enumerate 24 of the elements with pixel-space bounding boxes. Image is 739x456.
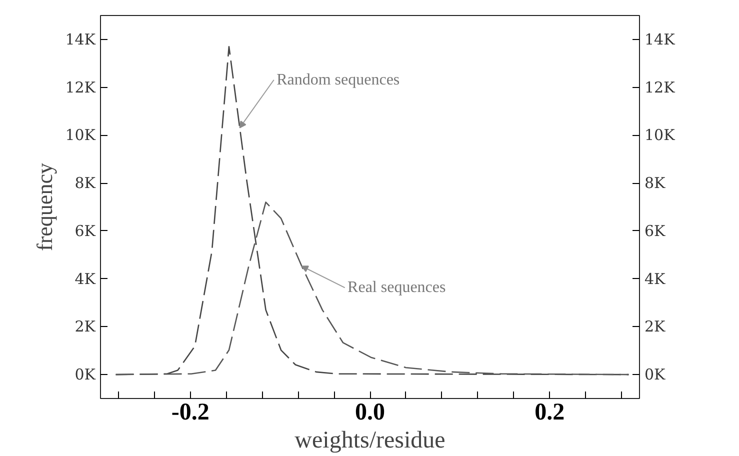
y2-tick-label: 6K xyxy=(644,222,666,240)
y2-tick-label: 8K xyxy=(644,174,666,192)
y-tick-label: 10K xyxy=(65,126,96,144)
y2-tick-label: 10K xyxy=(644,126,676,144)
y-tick-label: 4K xyxy=(74,270,96,288)
y2-tick-label: 14K xyxy=(644,30,676,48)
x-tick-label: 0.0 xyxy=(355,400,385,426)
y-axis-title: frequency xyxy=(32,163,58,251)
y2-tick-label: 4K xyxy=(644,270,666,288)
annotation: Real sequences xyxy=(348,279,446,296)
y2-tick-label: 0K xyxy=(644,366,666,384)
y-tick-label: 14K xyxy=(65,30,96,48)
y-tick-label: 12K xyxy=(65,78,96,96)
x-tick-label: -0.2 xyxy=(171,400,210,426)
annotation: Random sequences xyxy=(276,71,400,88)
y2-tick-label: 2K xyxy=(644,318,666,336)
x-tick-label: 0.2 xyxy=(534,400,565,426)
y-tick-label: 2K xyxy=(74,318,96,336)
line-series xyxy=(115,202,630,376)
y2-tick-label: 12K xyxy=(644,78,676,96)
y-tick-label: 6K xyxy=(74,222,96,240)
x-axis-title: weights/residue xyxy=(294,428,446,454)
y-tick-label: 0K xyxy=(74,366,96,384)
y-tick-label: 8K xyxy=(74,174,96,192)
